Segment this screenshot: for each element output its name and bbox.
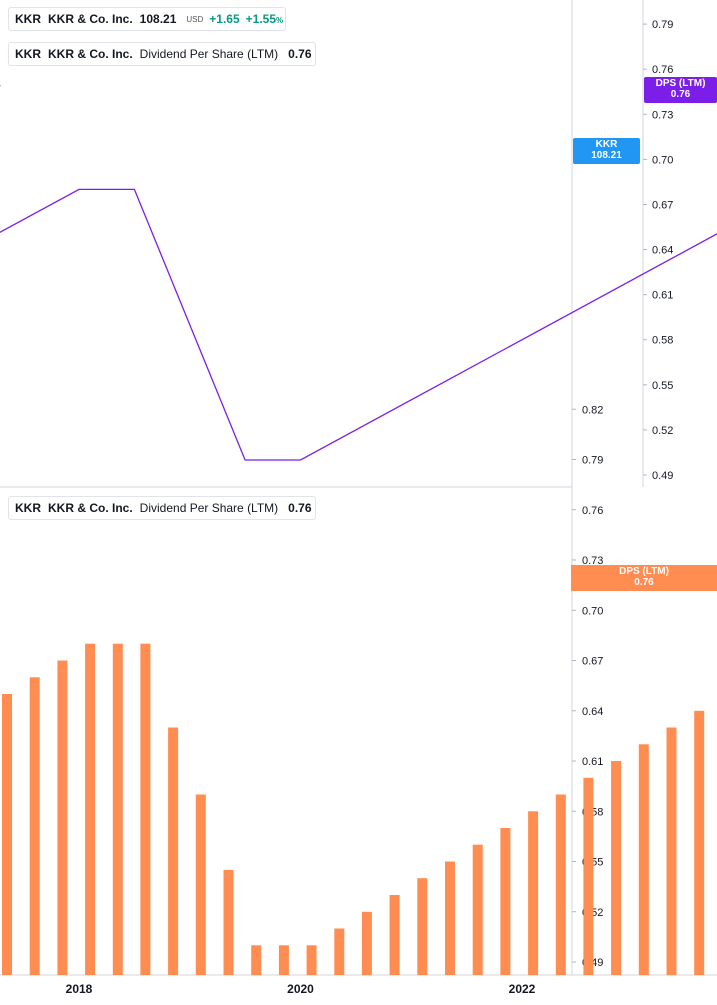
legend-metric: Dividend Per Share (LTM): [139, 47, 279, 61]
dps-bar: [140, 643, 151, 975]
dps-top-badge-label: DPS (LTM): [655, 78, 706, 89]
dps-bar: [361, 911, 372, 976]
price-badge-value: 108.21: [591, 150, 622, 161]
legend-company: KKR & Co. Inc.: [48, 47, 133, 61]
dps-top-badge: DPS (LTM) 0.76: [644, 77, 717, 103]
dps-tick-label: 0.73: [652, 109, 673, 121]
dps-bar: [555, 794, 566, 975]
dps-bottom-tick-label: 0.82: [582, 404, 603, 416]
dps-bar: [472, 844, 483, 975]
dps-tick-label: 0.55: [652, 380, 673, 392]
dps-bar: [583, 777, 594, 976]
legend-dps-value: 0.76: [288, 501, 312, 515]
dps-bar: [445, 861, 455, 975]
dps-bar: [306, 945, 317, 976]
dps-tick-label: 0.79: [652, 19, 673, 31]
dps-bottom-tick-label: 0.79: [582, 455, 603, 467]
legend-dps-bottom[interactable]: KKR KKR & Co. Inc. Dividend Per Share (L…: [8, 496, 316, 520]
dps-tick-label: 0.70: [652, 154, 673, 166]
legend-change-pct: +1.55%: [245, 12, 284, 26]
dps-bottom-tick-label: 0.67: [582, 656, 603, 668]
legend-price[interactable]: KKR KKR & Co. Inc. 108.21 USD +1.65 +1.5…: [8, 7, 286, 31]
dps-line: [0, 85, 717, 461]
dps-bar: [29, 677, 40, 976]
dps-bar: [168, 727, 179, 975]
dps-bar: [57, 660, 68, 975]
dps-bar: [666, 727, 677, 975]
dps-bottom-tick-label: 0.76: [582, 505, 603, 517]
dps-tick-label: 0.67: [652, 199, 673, 211]
legend-ticker: KKR: [15, 47, 41, 61]
dps-bar: [500, 828, 511, 975]
price-badge-label: KKR: [595, 139, 618, 150]
time-axis: 20182020202220242026: [66, 982, 536, 996]
time-tick-label: 2020: [287, 982, 314, 996]
dps-line-series: [0, 85, 717, 461]
dps-bottom-badge: DPS (LTM) 0.76: [571, 565, 717, 591]
dps-tick-label: 0.58: [652, 335, 673, 347]
dps-tick-label: 0.76: [652, 64, 673, 76]
dps-top-badge-value: 0.76: [670, 89, 691, 100]
dps-bottom-tick-label: 0.73: [582, 555, 603, 567]
price-badge: KKR 108.21: [573, 138, 640, 164]
time-tick-label: 2022: [509, 982, 536, 996]
legend-dps-value: 0.76: [288, 47, 312, 61]
dps-bar: [85, 643, 96, 975]
legend-company: KKR & Co. Inc.: [48, 501, 133, 515]
dps-bar: [2, 694, 12, 975]
dps-bar: [112, 643, 123, 975]
legend-ticker: KKR: [15, 501, 41, 515]
dps-bar: [251, 945, 262, 976]
dps-axis-top: 0.820.790.760.730.700.670.640.610.580.55…: [643, 19, 673, 482]
dps-bar: [389, 895, 400, 975]
legend-ticker: KKR: [15, 12, 41, 26]
dps-bottom-badge-value: 0.76: [634, 577, 654, 588]
dps-tick-label: 0.49: [652, 470, 673, 482]
dps-bottom-badge-label: DPS (LTM): [619, 566, 669, 577]
dps-bar: [528, 811, 539, 976]
dps-tick-label: 0.52: [652, 425, 673, 437]
dps-bottom-tick-label: 0.70: [582, 605, 603, 617]
dps-bar: [195, 794, 206, 975]
dps-bar: [611, 761, 622, 975]
time-tick-label: 2018: [66, 982, 93, 996]
dps-bar: [278, 945, 289, 976]
legend-currency: USD: [186, 14, 204, 24]
dps-bar: [694, 710, 705, 976]
dps-bar: [223, 869, 234, 975]
legend-price-value: 108.21: [139, 12, 177, 26]
dps-tick-label: 0.64: [652, 245, 673, 257]
legend-change: +1.65: [209, 12, 240, 26]
dps-bar: [638, 744, 649, 976]
dps-bottom-tick-label: 0.61: [582, 756, 603, 768]
dps-bar: [417, 878, 428, 975]
dps-bar: [334, 928, 345, 975]
dps-tick-label: 0.61: [652, 290, 673, 302]
legend-dps-top[interactable]: KKR KKR & Co. Inc. Dividend Per Share (L…: [8, 42, 316, 66]
legend-company: KKR & Co. Inc.: [48, 12, 133, 26]
dps-bars: [2, 643, 705, 976]
dps-bottom-tick-label: 0.64: [582, 706, 603, 718]
legend-metric: Dividend Per Share (LTM): [139, 501, 279, 515]
